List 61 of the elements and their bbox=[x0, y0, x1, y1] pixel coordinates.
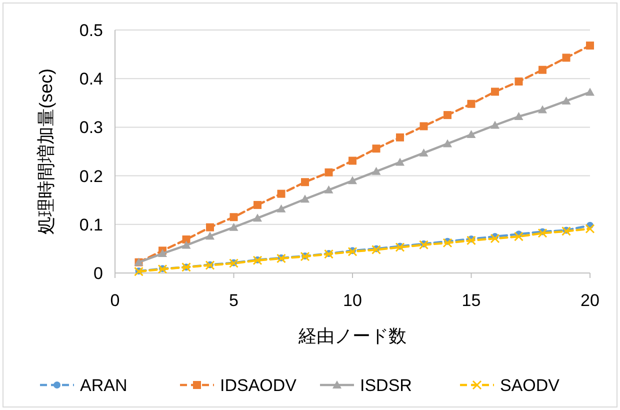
point bbox=[253, 214, 262, 222]
point bbox=[372, 166, 381, 175]
legend-label: SAODV bbox=[500, 376, 560, 395]
point bbox=[443, 139, 452, 148]
point bbox=[301, 178, 309, 186]
point bbox=[372, 144, 380, 153]
point bbox=[586, 42, 594, 50]
point bbox=[396, 158, 404, 166]
point bbox=[466, 130, 476, 138]
point bbox=[324, 185, 334, 194]
y-tick-label: 0.2 bbox=[79, 166, 103, 186]
point bbox=[348, 156, 356, 165]
legend-label: ISDSR bbox=[360, 376, 412, 395]
point bbox=[562, 96, 571, 104]
x-tick-label: 10 bbox=[343, 291, 362, 310]
point bbox=[182, 235, 190, 244]
point bbox=[562, 54, 570, 62]
point bbox=[348, 176, 357, 184]
x-tick-label: 20 bbox=[580, 291, 600, 310]
x-tick-label: 0 bbox=[110, 291, 120, 310]
point bbox=[277, 190, 286, 198]
point bbox=[420, 122, 428, 130]
point bbox=[442, 238, 452, 248]
y-tick-label: 0.1 bbox=[79, 215, 103, 234]
point bbox=[514, 232, 524, 242]
point bbox=[254, 200, 262, 209]
point bbox=[538, 105, 547, 114]
x-tick-label: 15 bbox=[462, 291, 481, 310]
y-axis-title: 処理時間増加量(sec) bbox=[36, 68, 56, 234]
y-tick-label: 0.5 bbox=[79, 21, 103, 40]
point bbox=[206, 223, 214, 232]
y-tick-label: 0.4 bbox=[79, 70, 103, 89]
point bbox=[514, 112, 524, 120]
y-tick-label: 0 bbox=[94, 264, 103, 283]
x-tick-label: 5 bbox=[229, 291, 238, 310]
point bbox=[182, 240, 191, 249]
point bbox=[467, 100, 476, 108]
point bbox=[491, 88, 499, 96]
legend-label: IDSAODV bbox=[220, 376, 298, 395]
y-tick-label: 0.3 bbox=[79, 118, 103, 138]
point bbox=[490, 234, 500, 244]
point bbox=[419, 240, 428, 250]
point bbox=[300, 194, 310, 203]
point bbox=[419, 148, 428, 156]
point bbox=[585, 224, 595, 234]
point bbox=[229, 222, 238, 231]
point bbox=[158, 249, 167, 258]
point bbox=[396, 133, 404, 142]
point bbox=[276, 204, 286, 212]
point bbox=[538, 66, 546, 74]
point bbox=[324, 168, 333, 176]
legend-label: ARAN bbox=[80, 376, 128, 395]
point bbox=[444, 111, 452, 120]
x-axis-title: 経由ノード数 bbox=[298, 326, 406, 346]
point bbox=[490, 120, 500, 129]
point bbox=[586, 88, 594, 96]
point bbox=[538, 228, 548, 238]
point bbox=[230, 213, 238, 222]
point bbox=[466, 236, 476, 246]
point bbox=[206, 232, 214, 240]
point bbox=[514, 78, 523, 86]
